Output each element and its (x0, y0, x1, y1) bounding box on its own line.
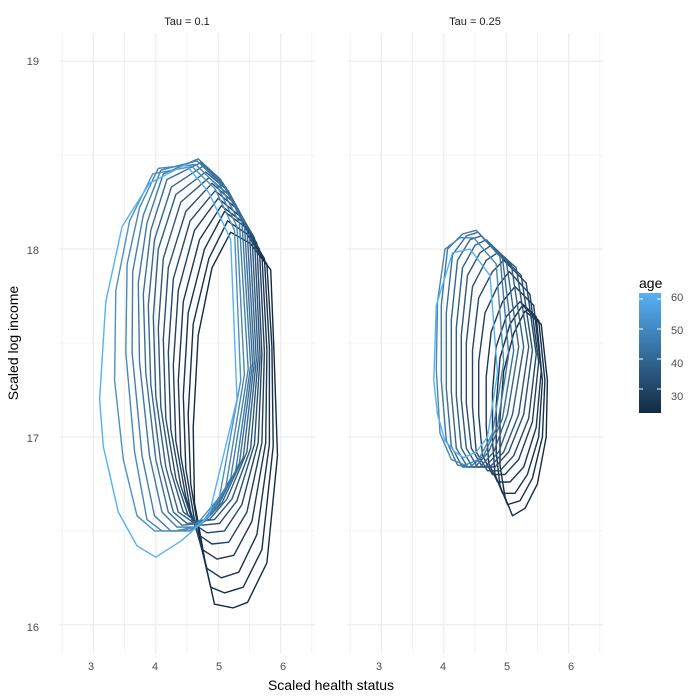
panel-2-title: Tau = 0.25 (449, 16, 501, 28)
y-axis-title: Scaled log income (5, 286, 21, 401)
legend-ticks (639, 298, 661, 390)
contour-age-24 (192, 231, 279, 609)
x-tick-label: 4 (152, 661, 158, 673)
legend-tick-label: 60 (671, 292, 683, 304)
contour-age-26 (495, 304, 546, 506)
contour-age-62 (98, 163, 238, 558)
contour-age-51 (142, 161, 254, 526)
contour-age-45 (152, 171, 257, 523)
y-tick-label: 17 (27, 433, 39, 445)
contour-age-48 (147, 165, 256, 525)
x-tick-label: 4 (440, 661, 446, 673)
contour-age-36 (471, 259, 537, 472)
legend-title: age (639, 275, 663, 291)
contour-age-58 (435, 237, 505, 466)
legend-tick-label: 50 (671, 325, 683, 337)
contour-age-62 (433, 248, 499, 459)
legend-tick-label: 30 (671, 391, 683, 403)
contour-age-60 (113, 165, 242, 532)
contour-age-39 (162, 182, 261, 526)
panel-tau-0-1: Tau = 0.1 (59, 16, 315, 653)
x-axis-panel-1: 3 4 5 6 (88, 661, 286, 673)
x-tick-label: 6 (568, 661, 574, 673)
contour-age-30 (177, 205, 268, 560)
panel-tau-0-25: Tau = 0.25 (347, 16, 603, 653)
contour-age-26 (187, 220, 274, 594)
y-tick-label: 18 (27, 245, 39, 257)
contour-age-54 (440, 229, 510, 468)
contour-age-33 (478, 270, 540, 476)
legend-tick-label: 40 (671, 358, 683, 370)
x-tick-label: 6 (280, 661, 286, 673)
x-axis-panel-2: 3 4 5 6 (376, 661, 574, 673)
contour-age-36 (167, 190, 263, 534)
contour-age-28 (491, 301, 544, 494)
contour-age-54 (137, 158, 252, 528)
x-axis-title: Scaled health status (268, 677, 394, 693)
y-tick-label: 19 (27, 56, 39, 68)
y-axis: 16 17 18 19 (27, 56, 39, 634)
x-tick-label: 5 (504, 661, 510, 673)
panel-2-contours (433, 229, 549, 517)
panel-2-grid (347, 33, 603, 653)
panel-1-contours (98, 158, 279, 609)
contour-age-33 (172, 197, 266, 545)
panel-1-title: Tau = 0.1 (164, 16, 210, 28)
contour-age-30 (485, 285, 542, 483)
y-tick-label: 16 (27, 622, 39, 634)
contour-age-24 (499, 310, 549, 517)
legend-colorbar (639, 293, 661, 413)
x-tick-label: 5 (216, 661, 222, 673)
contour-age-28 (182, 210, 271, 579)
x-tick-label: 3 (376, 661, 382, 673)
age-legend: age 30 40 50 60 (639, 275, 683, 413)
contour-age-58 (125, 163, 246, 532)
x-tick-label: 3 (88, 661, 94, 673)
